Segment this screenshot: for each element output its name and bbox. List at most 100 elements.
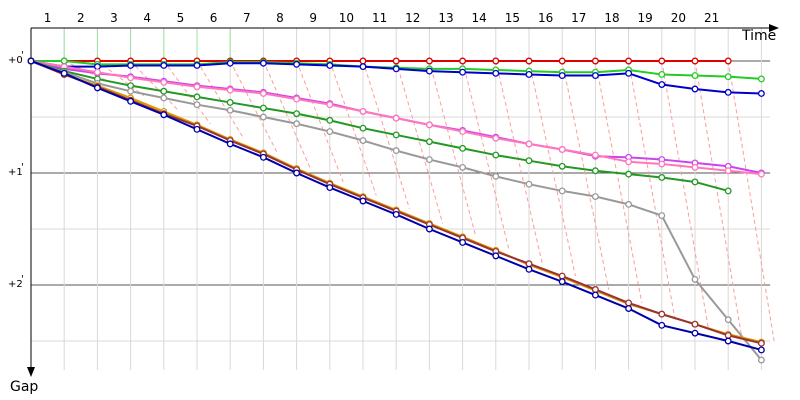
x-tick-label: 9 — [309, 11, 317, 25]
series — [27, 57, 765, 364]
data-point — [591, 151, 599, 159]
data-point — [425, 138, 433, 146]
data-point — [525, 260, 533, 268]
y-tick-label: +2 — [8, 279, 23, 290]
data-point — [558, 72, 566, 80]
data-point — [160, 111, 168, 119]
data-point — [226, 98, 234, 106]
data-point — [359, 197, 367, 205]
guide-line — [130, 60, 178, 110]
data-point — [193, 125, 201, 133]
tick-labels: 1 2 3 4 5 6 7 8 9 10 11 12 13 14 15 16 17 18 19 20 21+0'+1'+… — [8, 11, 719, 290]
data-point — [293, 120, 301, 128]
data-point — [492, 151, 500, 159]
data-point — [691, 178, 699, 186]
data-point — [127, 97, 135, 105]
data-point — [492, 134, 500, 142]
data-point — [259, 90, 267, 97]
guide-line — [329, 60, 377, 196]
guide-line — [163, 60, 211, 125]
x-axis-label: Time — [741, 28, 776, 44]
guide-line — [428, 60, 477, 237]
data-point — [392, 147, 400, 155]
x-tick-label: 16 — [538, 11, 553, 25]
data-point — [326, 62, 334, 69]
data-point — [658, 310, 666, 318]
data-point — [160, 78, 168, 86]
data-point — [658, 174, 666, 181]
guide-line — [196, 60, 244, 139]
x-tick-label: 17 — [571, 11, 586, 25]
data-point — [425, 156, 433, 164]
y-tick-superscript: ' — [21, 162, 24, 173]
guide-line — [628, 60, 676, 320]
guide-line — [63, 60, 111, 83]
data-point — [293, 60, 301, 68]
data-point — [591, 72, 599, 80]
data-point — [459, 144, 467, 152]
data-point — [359, 63, 367, 71]
guide-line — [594, 60, 643, 304]
x-tick-label: 13 — [438, 11, 453, 25]
data-point — [658, 321, 666, 329]
data-point — [425, 121, 433, 129]
data-point — [558, 57, 566, 65]
data-point — [691, 320, 699, 328]
data-point — [757, 356, 765, 364]
data-point — [259, 113, 267, 121]
data-point — [591, 286, 599, 293]
guide-line — [694, 60, 742, 336]
data-point — [293, 110, 301, 118]
data-point — [724, 73, 732, 81]
data-point — [658, 70, 666, 78]
data-point — [558, 162, 566, 170]
data-point — [392, 114, 400, 122]
data-point — [658, 160, 666, 168]
data-point — [525, 265, 533, 273]
data-point — [525, 157, 533, 165]
guide-line — [561, 60, 610, 290]
data-point — [492, 252, 500, 260]
x-tick-label: 14 — [472, 11, 487, 25]
data-point — [558, 278, 566, 286]
series-0 — [27, 57, 732, 65]
x-tick-label: 4 — [143, 11, 151, 25]
data-point — [691, 57, 699, 65]
data-point — [392, 57, 400, 65]
data-point — [625, 305, 633, 312]
data-point — [691, 329, 699, 337]
x-axis-arrow — [769, 24, 779, 32]
series-line — [30, 60, 730, 192]
data-point — [757, 170, 765, 178]
data-point — [691, 85, 699, 93]
x-tick-label: 12 — [405, 11, 420, 25]
data-point — [591, 57, 599, 65]
series-9 — [27, 57, 765, 354]
x-tick-label: 21 — [704, 11, 719, 25]
data-point — [459, 57, 467, 65]
data-point — [525, 180, 533, 188]
data-point — [492, 172, 500, 180]
x-tick-label: 15 — [505, 11, 520, 25]
data-point — [392, 131, 400, 139]
data-point — [127, 87, 135, 95]
data-point — [326, 184, 334, 192]
data-point — [724, 331, 732, 339]
guide-line — [362, 60, 410, 209]
data-point — [160, 87, 168, 95]
y-tick-superscript: ' — [21, 50, 24, 61]
data-point — [757, 339, 765, 347]
data-point — [658, 81, 666, 88]
data-point — [724, 57, 732, 65]
y-axis-arrow — [27, 367, 35, 377]
data-point — [625, 299, 633, 307]
data-point — [691, 275, 699, 283]
data-point — [459, 238, 467, 246]
data-point — [359, 124, 367, 132]
data-point — [193, 101, 201, 109]
x-tick-label: 2 — [77, 11, 85, 25]
axes: Time Gap — [10, 24, 779, 395]
data-point — [226, 140, 234, 148]
data-point — [425, 57, 433, 65]
guide-line — [661, 60, 709, 328]
